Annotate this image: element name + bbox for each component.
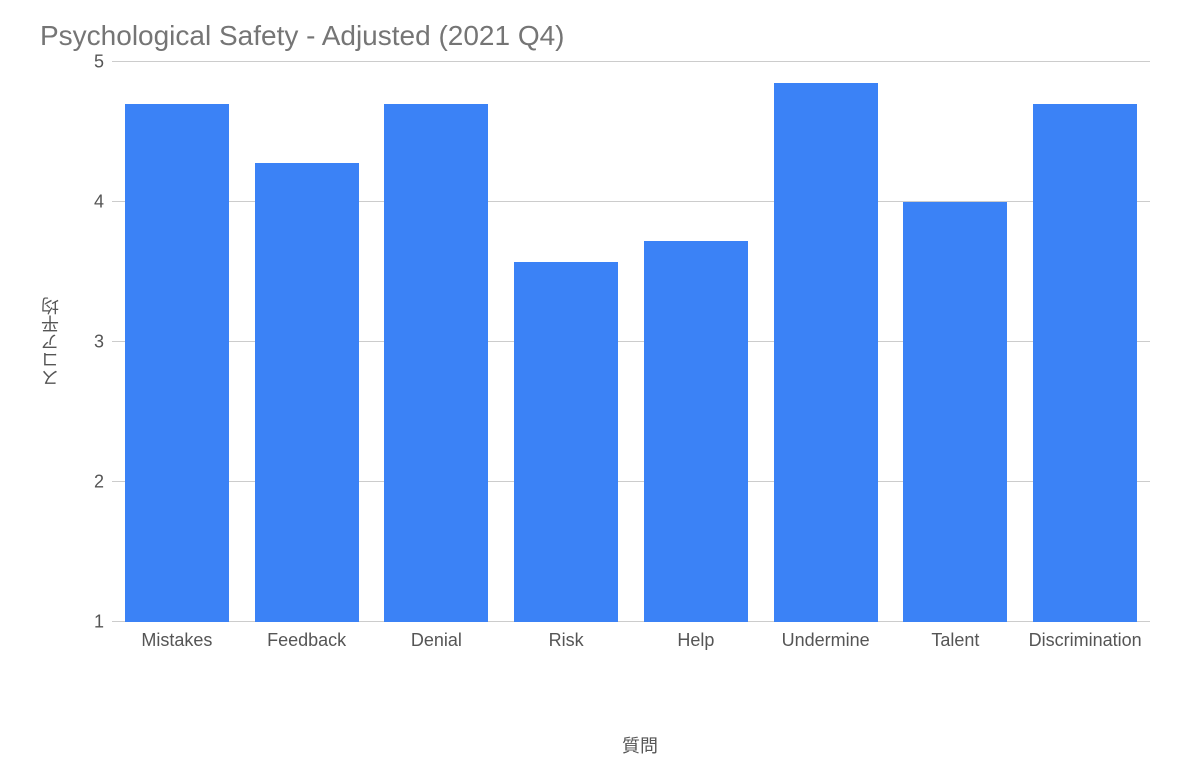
x-tick: Risk xyxy=(501,630,631,651)
bars-group xyxy=(112,62,1150,622)
x-tick: Talent xyxy=(891,630,1021,651)
y-tick: 3 xyxy=(94,332,104,353)
chart-container: Psychological Safety - Adjusted (2021 Q4… xyxy=(0,0,1200,742)
bar-slot xyxy=(501,62,631,622)
bar xyxy=(644,241,748,622)
y-tick: 5 xyxy=(94,52,104,73)
bar xyxy=(125,104,229,622)
bar-slot xyxy=(891,62,1021,622)
bar xyxy=(1033,104,1137,622)
y-tick: 1 xyxy=(94,612,104,633)
plot-wrapper: スコア平均 12345 MistakesFeedbackDenialRiskHe… xyxy=(30,62,1170,682)
y-tick: 2 xyxy=(94,472,104,493)
plot-area: MistakesFeedbackDenialRiskHelpUndermineT… xyxy=(112,62,1150,622)
bar xyxy=(384,104,488,622)
bar xyxy=(903,202,1007,622)
bar-slot xyxy=(761,62,891,622)
x-tick: Mistakes xyxy=(112,630,242,651)
bar-slot xyxy=(112,62,242,622)
chart-title: Psychological Safety - Adjusted (2021 Q4… xyxy=(40,20,1170,52)
bar-slot xyxy=(242,62,372,622)
bar-slot xyxy=(372,62,502,622)
x-tick: Feedback xyxy=(242,630,372,651)
bar xyxy=(514,262,618,622)
x-tick: Denial xyxy=(372,630,502,651)
y-ticks: 12345 xyxy=(72,62,112,622)
y-axis-label: スコア平均 xyxy=(30,62,72,622)
bar-slot xyxy=(631,62,761,622)
x-ticks: MistakesFeedbackDenialRiskHelpUndermineT… xyxy=(112,622,1150,651)
x-axis-label: 質問 xyxy=(30,732,1170,758)
x-tick: Help xyxy=(631,630,761,651)
bar-slot xyxy=(1020,62,1150,622)
bar xyxy=(774,83,878,622)
x-tick: Undermine xyxy=(761,630,891,651)
bar xyxy=(255,163,359,622)
x-tick: Discrimination xyxy=(1020,630,1150,651)
y-tick: 4 xyxy=(94,192,104,213)
